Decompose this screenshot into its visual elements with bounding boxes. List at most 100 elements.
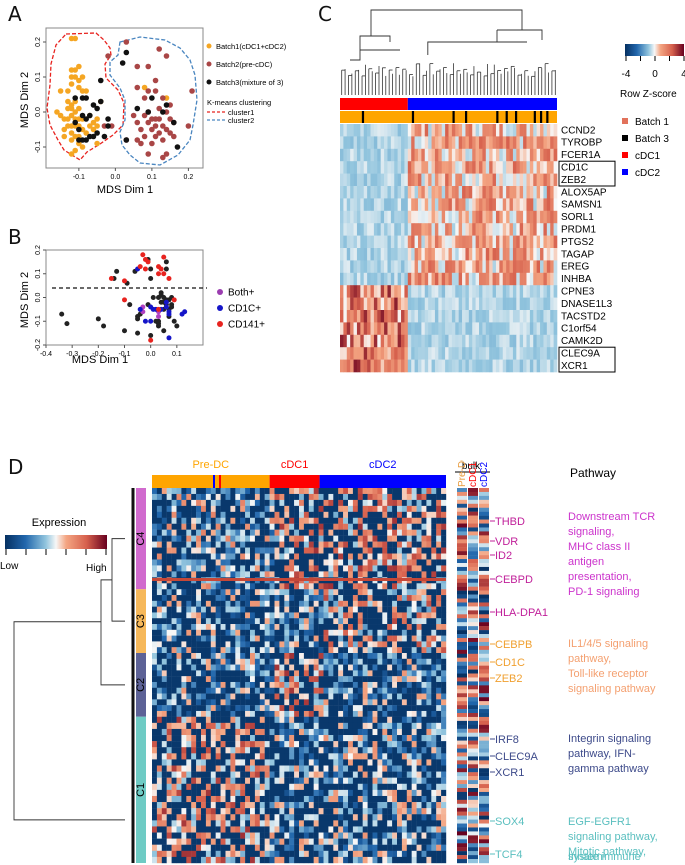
heatmap-cell: [323, 641, 329, 648]
heatmap-cell: [346, 136, 351, 150]
heatmap-cell: [284, 771, 290, 778]
heatmap-cell: [553, 347, 558, 360]
heatmap-cell: [462, 235, 466, 249]
heatmap-cell: [156, 535, 162, 542]
heatmap-cell: [441, 347, 446, 360]
heatmap-cell: [343, 606, 349, 613]
heatmap-cell: [176, 741, 182, 748]
heatmap-cell: [431, 541, 437, 548]
heatmap-cell: [259, 606, 265, 613]
heatmap-cell: [215, 624, 221, 631]
heatmap-cell: [230, 789, 236, 797]
heatmap-cell: [289, 676, 295, 683]
legend-label: Batch2(pre-cDC): [216, 60, 273, 69]
heatmap-cell: [397, 198, 402, 212]
heatmap-cell: [215, 553, 221, 560]
heatmap-cell: [411, 223, 415, 236]
heatmap-cell: [397, 571, 403, 578]
heatmap-cell: [215, 653, 221, 659]
heatmap-cell: [441, 641, 447, 648]
heatmap-cell: [186, 670, 192, 677]
heatmap-cell: [401, 618, 407, 625]
heatmap-cell: [397, 716, 403, 724]
heatmap-cell: [284, 687, 290, 694]
heatmap-cell: [472, 272, 476, 286]
heatmap-cell: [196, 635, 202, 642]
heatmap-cell: [328, 571, 334, 578]
heatmap-cell: [210, 722, 216, 730]
heatmap-cell: [407, 260, 412, 274]
heatmap-cell: [152, 647, 158, 654]
heatmap-cell: [421, 802, 427, 809]
heatmap-cell: [540, 322, 544, 336]
heatmap-cell: [367, 322, 371, 336]
heatmap-cell: [343, 505, 349, 513]
data-point: [140, 252, 146, 258]
heatmap-cell: [220, 753, 226, 760]
heatmap-cell: [186, 777, 192, 784]
heatmap-cell: [392, 747, 398, 754]
heatmap-cell: [356, 272, 361, 286]
heatmap-cell: [284, 499, 290, 507]
heatmap-cell: [230, 624, 236, 631]
heatmap-cell: [348, 676, 354, 683]
heatmap-cell: [431, 186, 436, 199]
heatmap-cell: [308, 716, 314, 724]
heatmap-cell: [171, 670, 177, 677]
heatmap-cell: [245, 664, 251, 671]
heatmap-cell: [436, 529, 442, 536]
heatmap-cell: [328, 647, 334, 654]
heatmap-cell: [492, 322, 497, 336]
heatmap-cell: [436, 624, 442, 631]
heatmap-cell: [387, 753, 393, 760]
heatmap-cell: [186, 716, 192, 724]
heatmap-cell: [407, 285, 412, 298]
heatmap-cell: [186, 547, 192, 554]
heatmap-cell: [465, 210, 470, 224]
heatmap-cell: [392, 777, 398, 784]
heatmap-cell: [196, 777, 202, 784]
heatmap-cell: [431, 488, 437, 495]
heatmap-cell: [421, 559, 427, 566]
heatmap-cell: [417, 186, 422, 199]
heatmap-cell: [352, 600, 358, 607]
heatmap-cell: [499, 272, 504, 286]
heatmap-cell: [323, 618, 329, 625]
heatmap-cell: [210, 635, 216, 642]
heatmap-cell: [392, 583, 398, 590]
heatmap-cell: [356, 248, 361, 261]
heatmap-cell: [472, 334, 476, 348]
heatmap-cell: [348, 705, 354, 712]
y-tick-label: 0.0: [35, 107, 42, 117]
heatmap-cell: [269, 722, 275, 730]
heatmap-cell: [230, 759, 236, 766]
heatmap-cell: [526, 186, 531, 199]
heatmap-cell: [308, 612, 314, 619]
heatmap-cell: [338, 553, 344, 560]
heatmap-cell: [382, 747, 388, 754]
heatmap-cell: [299, 647, 305, 654]
heatmap-cell: [445, 334, 449, 348]
heatmap-cell: [152, 589, 158, 596]
heatmap-cell: [352, 647, 358, 654]
heatmap-cell: [482, 124, 487, 137]
heatmap-cell: [308, 765, 314, 772]
heatmap-cell: [294, 505, 300, 513]
heatmap-cell: [468, 310, 473, 323]
heatmap-cell: [166, 635, 172, 642]
heatmap-cell: [536, 173, 541, 187]
heatmap-cell: [482, 235, 487, 249]
heatmap-cell: [401, 347, 405, 360]
heatmap-cell: [205, 606, 211, 613]
heatmap-cell: [382, 699, 388, 706]
annotation-cdc1: [340, 98, 408, 110]
heatmap-cell: [516, 359, 521, 373]
heatmap-cell: [495, 210, 500, 224]
heatmap-cell: [254, 595, 260, 602]
heatmap-cell: [196, 553, 202, 560]
heatmap-cell: [191, 722, 197, 730]
heatmap-cell: [215, 705, 221, 712]
heatmap-cell: [240, 505, 246, 513]
heatmap-cell: [485, 359, 490, 373]
heatmap-cell: [516, 310, 521, 323]
